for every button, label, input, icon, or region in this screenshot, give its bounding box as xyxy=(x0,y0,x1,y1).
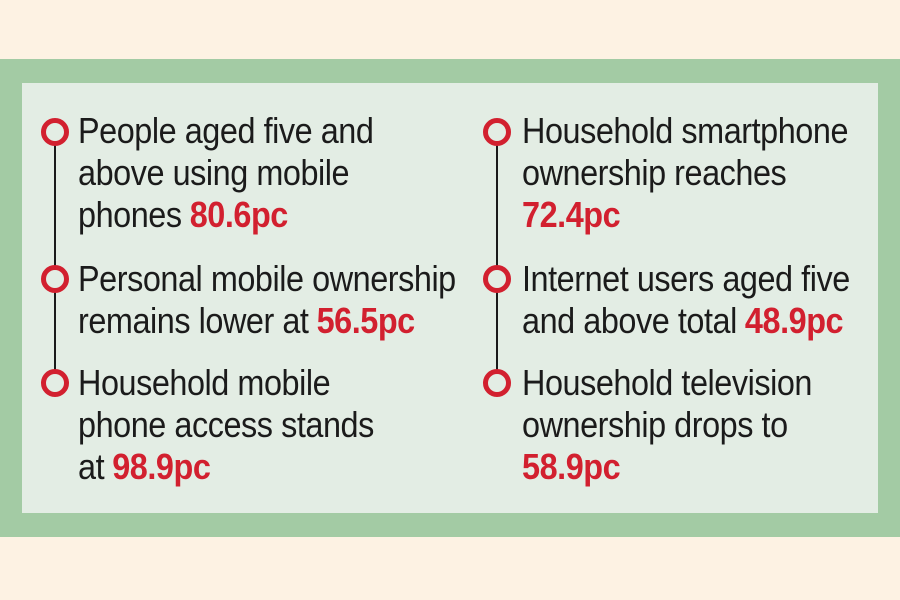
stat-value: 98.9pc xyxy=(112,446,211,487)
panel-frame xyxy=(0,59,900,537)
stat-text: People aged five and xyxy=(78,110,374,151)
stat-text: Household mobile xyxy=(78,362,331,403)
stat-item: Personal mobile ownership remains lower … xyxy=(78,258,464,342)
stat-text: Household smartphone xyxy=(522,110,849,151)
stat-text: phone access stands xyxy=(78,404,374,445)
stat-line: ownership reaches xyxy=(522,152,856,194)
stat-text: ownership drops to xyxy=(522,404,788,445)
stat-line: People aged five and xyxy=(78,110,382,152)
stat-value: 72.4pc xyxy=(522,194,621,235)
stat-line: ownership drops to xyxy=(522,404,820,446)
stat-item: Household smartphone ownership reaches 7… xyxy=(522,110,856,236)
stat-text: Internet users aged five xyxy=(522,258,850,299)
circle-marker-icon xyxy=(483,265,511,293)
stat-text: at xyxy=(78,446,105,487)
circle-marker-icon xyxy=(41,265,69,293)
stat-line: remains lower at 56.5pc xyxy=(78,300,464,342)
stat-text: and above total xyxy=(522,300,737,341)
stat-item: Internet users aged five and above total… xyxy=(522,258,858,342)
stat-value: 48.9pc xyxy=(744,300,844,341)
stat-text: Household television xyxy=(522,362,812,403)
stat-line: Household mobile xyxy=(78,362,382,404)
circle-marker-icon xyxy=(41,369,69,397)
circle-marker-icon xyxy=(483,369,511,397)
stat-value: 56.5pc xyxy=(316,300,416,341)
stat-line: 58.9pc xyxy=(522,446,820,488)
stat-text: ownership reaches xyxy=(522,152,787,193)
stat-text: phones xyxy=(78,194,182,235)
stats-panel xyxy=(22,83,878,513)
stat-item: Household mobile phone access stands at 9… xyxy=(78,362,382,488)
connector-line xyxy=(54,132,56,383)
stat-line: Personal mobile ownership xyxy=(78,258,464,300)
stat-line: and above total 48.9pc xyxy=(522,300,858,342)
stat-text: above using mobile xyxy=(78,152,350,193)
stat-line: phones 80.6pc xyxy=(78,194,382,236)
circle-marker-icon xyxy=(41,118,69,146)
circle-marker-icon xyxy=(483,118,511,146)
stat-item: Household television ownership drops to … xyxy=(522,362,820,488)
stat-text: remains lower at xyxy=(78,300,309,341)
stat-line: phone access stands xyxy=(78,404,382,446)
stat-item: People aged five and above using mobile … xyxy=(78,110,382,236)
stat-line: Internet users aged five xyxy=(522,258,858,300)
stat-line: Household smartphone xyxy=(522,110,856,152)
stat-value: 80.6pc xyxy=(189,194,289,235)
stat-text: Personal mobile ownership xyxy=(78,258,456,299)
stat-value: 58.9pc xyxy=(522,446,621,487)
connector-line xyxy=(496,132,498,383)
stat-line: at 98.9pc xyxy=(78,446,382,488)
stat-line: Household television xyxy=(522,362,820,404)
stat-line: 72.4pc xyxy=(522,194,856,236)
stat-line: above using mobile xyxy=(78,152,382,194)
